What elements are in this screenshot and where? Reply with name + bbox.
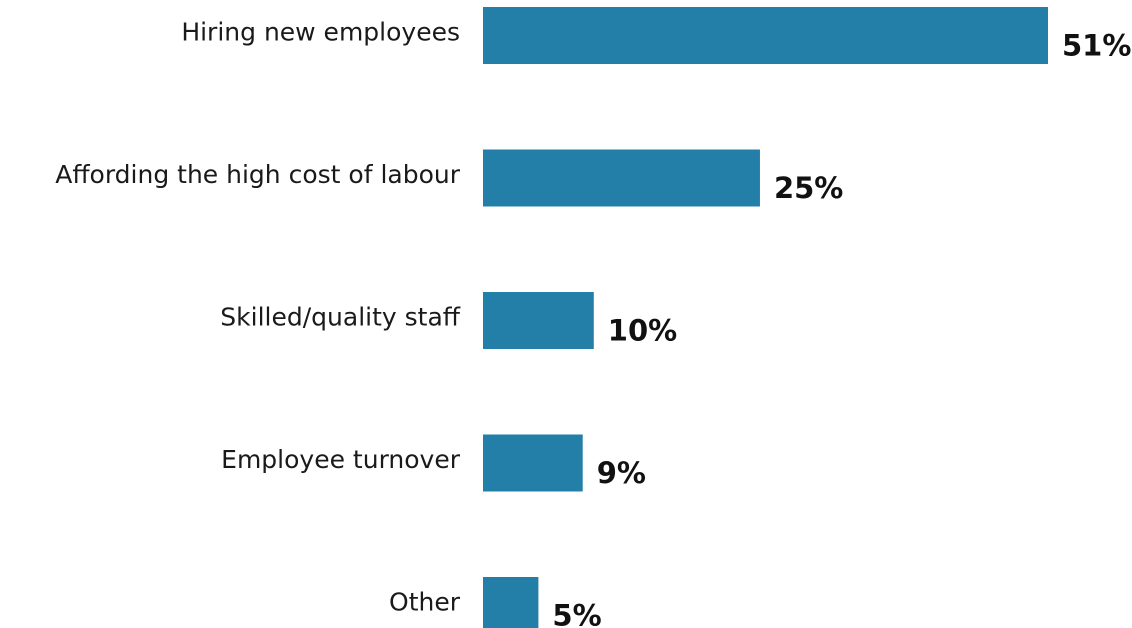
category-label: Affording the high cost of labour xyxy=(55,160,460,189)
bar xyxy=(483,577,539,628)
bar-row: Employee turnover 9% xyxy=(221,434,646,492)
bar-row: Other 5% xyxy=(389,577,602,628)
value-label: 5% xyxy=(552,599,601,628)
category-label: Skilled/quality staff xyxy=(220,303,460,332)
value-label: 10% xyxy=(608,314,677,348)
value-label: 51% xyxy=(1062,29,1131,63)
bar xyxy=(483,434,583,492)
bar-row: Hiring new employees 51% xyxy=(181,7,1131,64)
category-label: Employee turnover xyxy=(221,445,461,474)
category-label: Hiring new employees xyxy=(181,18,460,47)
bar-row: Affording the high cost of labour 25% xyxy=(55,149,843,207)
value-label: 9% xyxy=(597,456,646,490)
bar xyxy=(483,7,1048,64)
bar-row: Skilled/quality staff 10% xyxy=(220,292,677,349)
category-label: Other xyxy=(389,588,461,617)
bar xyxy=(483,292,594,349)
bar xyxy=(483,149,760,207)
value-label: 25% xyxy=(774,171,843,205)
